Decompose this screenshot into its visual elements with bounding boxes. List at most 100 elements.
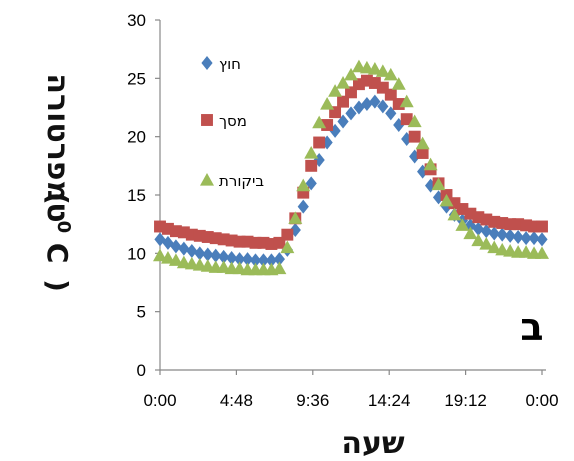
square-point — [384, 88, 397, 101]
square-point — [321, 119, 334, 131]
triangle-point — [535, 246, 549, 259]
x-axis-title: שעה — [341, 426, 405, 461]
diamond-point — [377, 99, 389, 114]
diamond-point — [504, 228, 516, 243]
triangle-point — [391, 77, 406, 90]
triangle-point — [336, 76, 351, 89]
legend-label: ביקורת — [219, 172, 264, 190]
square-point — [241, 235, 254, 248]
legend-marker — [200, 173, 214, 186]
square-point — [520, 219, 533, 232]
series-layer — [153, 59, 549, 276]
triangle-point — [407, 114, 422, 128]
diamond-point — [210, 248, 222, 263]
diamond-point — [218, 249, 230, 264]
legend-label: מסך — [219, 112, 247, 130]
y-tick-label: 30 — [127, 11, 146, 30]
square-point — [345, 86, 357, 99]
legend-item: ביקורת — [200, 172, 264, 190]
square-point — [337, 95, 349, 108]
triangle-point — [320, 97, 335, 110]
y-axis-title-degree: 0 — [53, 221, 74, 234]
square-point — [281, 228, 294, 241]
square-point — [329, 106, 342, 119]
square-point — [162, 222, 174, 235]
triangle-point — [455, 218, 470, 231]
y-axis-title-unit: C — [41, 243, 74, 264]
diamond-point — [305, 176, 317, 191]
diamond-point — [233, 252, 246, 267]
square-point — [177, 226, 190, 239]
x-tick-label: 9:36 — [296, 391, 329, 410]
triangle-point — [288, 211, 303, 224]
square-point — [169, 225, 182, 238]
diamond-point — [329, 123, 341, 138]
y-tick-label: 25 — [127, 69, 146, 88]
legend-label: חוץ — [219, 55, 241, 73]
square-point — [464, 207, 477, 220]
square-point — [400, 113, 413, 126]
axes — [155, 19, 546, 375]
diamond-point — [345, 106, 357, 121]
square-point — [297, 186, 310, 199]
diamond-point — [265, 253, 278, 268]
square-point — [536, 220, 548, 233]
square-point — [448, 197, 461, 210]
diamond-point — [178, 241, 190, 256]
x-tick-label: 14:24 — [368, 391, 411, 410]
square-point — [392, 98, 405, 110]
triangle-point — [431, 177, 446, 191]
diamond-point — [257, 253, 270, 268]
square-point — [313, 136, 326, 149]
diamond-point — [480, 224, 492, 239]
triangle-point — [160, 251, 175, 264]
series-square — [154, 74, 548, 250]
y-tick-label: 15 — [127, 186, 146, 205]
triangle-point — [344, 67, 358, 81]
square-point — [249, 236, 262, 249]
svg-text:טמפרטורה: טמפרטורה — [40, 73, 75, 222]
panel-label: ב — [520, 305, 543, 349]
triangle-point — [479, 237, 494, 250]
triangle-point — [153, 248, 167, 262]
x-tick-label: 4:48 — [220, 391, 253, 410]
triangle-point — [375, 64, 390, 77]
square-point — [528, 220, 540, 233]
triangle-point — [312, 115, 327, 129]
x-tick-labels: 0:00 4:48 9:36 14:24 19:12 0:00 — [143, 391, 558, 410]
y-tick-label: 0 — [137, 361, 146, 380]
square-point — [376, 81, 389, 94]
legend-item: מסך — [201, 112, 247, 130]
triangle-point — [487, 240, 502, 254]
legend-item: חוץ — [201, 55, 241, 73]
diamond-point — [297, 199, 309, 214]
legend-marker — [201, 56, 213, 70]
triangle-point — [415, 136, 430, 150]
diamond-point — [241, 252, 254, 267]
diamond-point — [432, 190, 445, 205]
square-point — [488, 215, 501, 228]
triangle-point — [439, 193, 454, 207]
y-tick-labels: 0 5 10 15 20 25 30 — [127, 11, 146, 380]
square-point — [480, 213, 493, 226]
square-point — [353, 78, 365, 91]
series-triangle — [153, 59, 549, 276]
square-point — [225, 234, 238, 247]
y-axis-title: טמפרטורה ( 0 C ) — [40, 73, 84, 292]
square-point — [512, 218, 525, 231]
diamond-point — [226, 251, 238, 265]
triangle-point — [447, 207, 462, 221]
triangle-point — [328, 84, 343, 97]
y-tick-label: 20 — [127, 128, 146, 147]
diamond-point — [488, 226, 500, 241]
square-point — [408, 130, 421, 143]
svg-text:( 0 C ): ( 0 C ) — [41, 192, 84, 292]
square-point — [456, 203, 469, 215]
triangle-point — [272, 261, 287, 275]
square-point — [185, 228, 198, 241]
triangle-point — [399, 94, 414, 108]
x-tick-label: 19:12 — [444, 391, 487, 410]
triangle-point — [296, 178, 311, 192]
square-point — [305, 159, 318, 172]
